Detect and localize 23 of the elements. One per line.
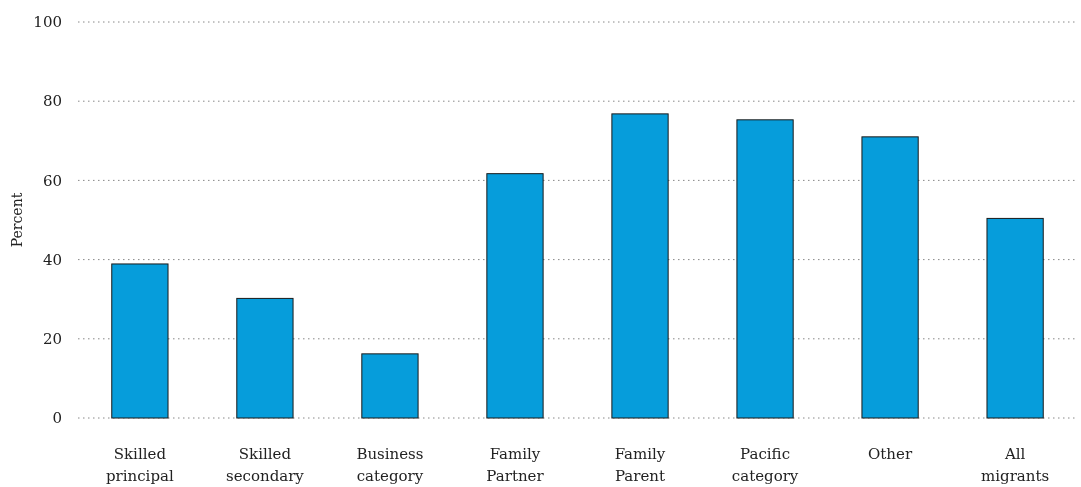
- x-tick-label: Pacific category: [731, 445, 799, 485]
- y-tick-label: 100: [33, 13, 62, 32]
- x-tick-label: All migrants: [981, 445, 1050, 485]
- x-tick-label: Other: [868, 445, 913, 463]
- x-tick-label: Family Parent: [614, 445, 666, 485]
- bar: [111, 263, 169, 419]
- bar: [486, 173, 544, 419]
- y-tick-label: 40: [42, 250, 62, 269]
- bar: [986, 217, 1044, 419]
- x-tick-label: Family Partner: [486, 445, 545, 485]
- y-tick-label: 80: [42, 92, 62, 111]
- y-tick-label: 20: [42, 330, 62, 349]
- x-tick-label: Skilled secondary: [225, 445, 305, 485]
- bar: [611, 113, 669, 419]
- y-axis-title: Percent: [9, 192, 25, 248]
- y-tick-label: 0: [52, 409, 62, 428]
- bar: [861, 136, 919, 419]
- y-tick-label: 60: [42, 171, 62, 190]
- bar: [736, 119, 794, 419]
- bar: [361, 353, 419, 419]
- x-tick-label: Skilled principal: [106, 445, 174, 485]
- x-tick-label: Business category: [356, 445, 424, 485]
- bar: [236, 297, 294, 419]
